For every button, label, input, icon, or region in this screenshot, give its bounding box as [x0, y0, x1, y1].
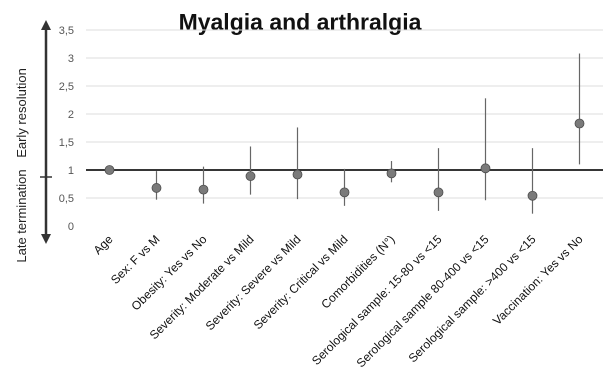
data-point — [480, 163, 491, 174]
y-tick-labels: 0 0,5 1 1,5 2 2,5 3 3,5 — [59, 25, 74, 233]
y-label-early-resolution: Early resolution — [14, 68, 29, 158]
data-point — [198, 184, 209, 195]
chart-title: Myalgia and arthralgia — [179, 9, 422, 35]
data-point — [292, 169, 303, 180]
y-tick-label: 2,5 — [59, 81, 74, 93]
x-tick-label: Severity: Severe vs Mild — [203, 232, 304, 333]
x-tick-label: Vaccination: Yes vs No — [490, 232, 586, 328]
data-point — [245, 171, 256, 182]
data-point — [433, 187, 444, 198]
y-arrow — [40, 20, 52, 244]
y-label-late-termination: Late termination — [14, 169, 29, 262]
y-tick-label: 1 — [68, 165, 74, 177]
x-tick-label: Age — [91, 232, 116, 257]
y-tick-label: 2 — [68, 109, 74, 121]
data-point — [386, 168, 397, 179]
y-tick-label: 3 — [68, 53, 74, 65]
y-tick-label: 1,5 — [59, 137, 74, 149]
y-tick-label: 0 — [68, 221, 74, 233]
y-tick-label: 0,5 — [59, 193, 74, 205]
x-tick-label: Severity: Critical vs Mild — [251, 232, 351, 332]
data-marks — [104, 53, 585, 214]
y-tick-label: 3,5 — [59, 25, 74, 37]
data-point — [339, 187, 350, 198]
data-point — [574, 118, 585, 129]
data-point — [151, 183, 162, 193]
data-point — [104, 165, 115, 175]
data-point — [527, 190, 538, 201]
